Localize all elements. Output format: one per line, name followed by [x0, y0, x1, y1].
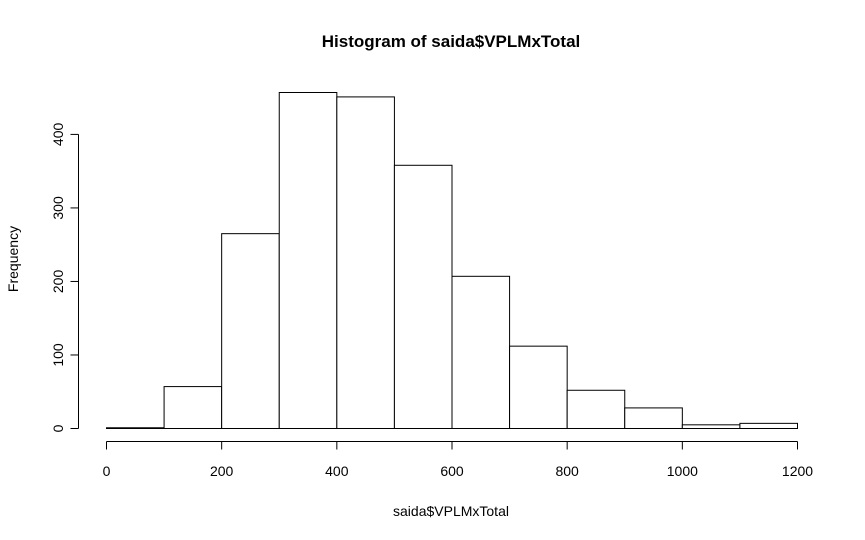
bars-group: [106, 92, 799, 430]
histogram-bar-10: [681, 424, 741, 430]
histogram-bar-11: [739, 422, 799, 430]
y-tick-label-2: 200: [50, 270, 66, 294]
x-axis-label: saida$VPLMxTotal: [393, 503, 509, 519]
y-axis: 0 100 200 300 400: [50, 123, 79, 432]
histogram-bar-7: [509, 345, 568, 429]
chart-title: Histogram of saida$VPLMxTotal: [322, 32, 581, 51]
x-tick-label-6: 1200: [782, 463, 813, 479]
x-axis: 0 200 400 600 800 1000 1200: [103, 441, 813, 479]
x-tick-label-2: 400: [325, 463, 349, 479]
y-tick-label-4: 400: [50, 123, 66, 147]
x-tick-label-4: 800: [555, 463, 579, 479]
histogram-bar-0: [106, 427, 165, 430]
histogram-bar-3: [278, 92, 338, 429]
histogram-bar-4: [336, 96, 395, 429]
y-axis-label: Frequency: [5, 226, 21, 292]
histogram-bar-5: [393, 164, 453, 429]
histogram-bar-9: [624, 407, 683, 430]
histogram-bar-6: [451, 275, 511, 429]
y-tick-label-3: 300: [50, 196, 66, 220]
x-tick-label-0: 0: [103, 463, 111, 479]
x-tick-label-3: 600: [440, 463, 464, 479]
x-tick-label-5: 1000: [667, 463, 698, 479]
y-tick-label-0: 0: [50, 424, 66, 432]
histogram-bar-8: [566, 389, 626, 430]
y-tick-label-1: 100: [50, 343, 66, 367]
x-tick-label-1: 200: [210, 463, 234, 479]
histogram-bar-2: [221, 233, 280, 429]
histogram-bar-1: [163, 386, 223, 430]
